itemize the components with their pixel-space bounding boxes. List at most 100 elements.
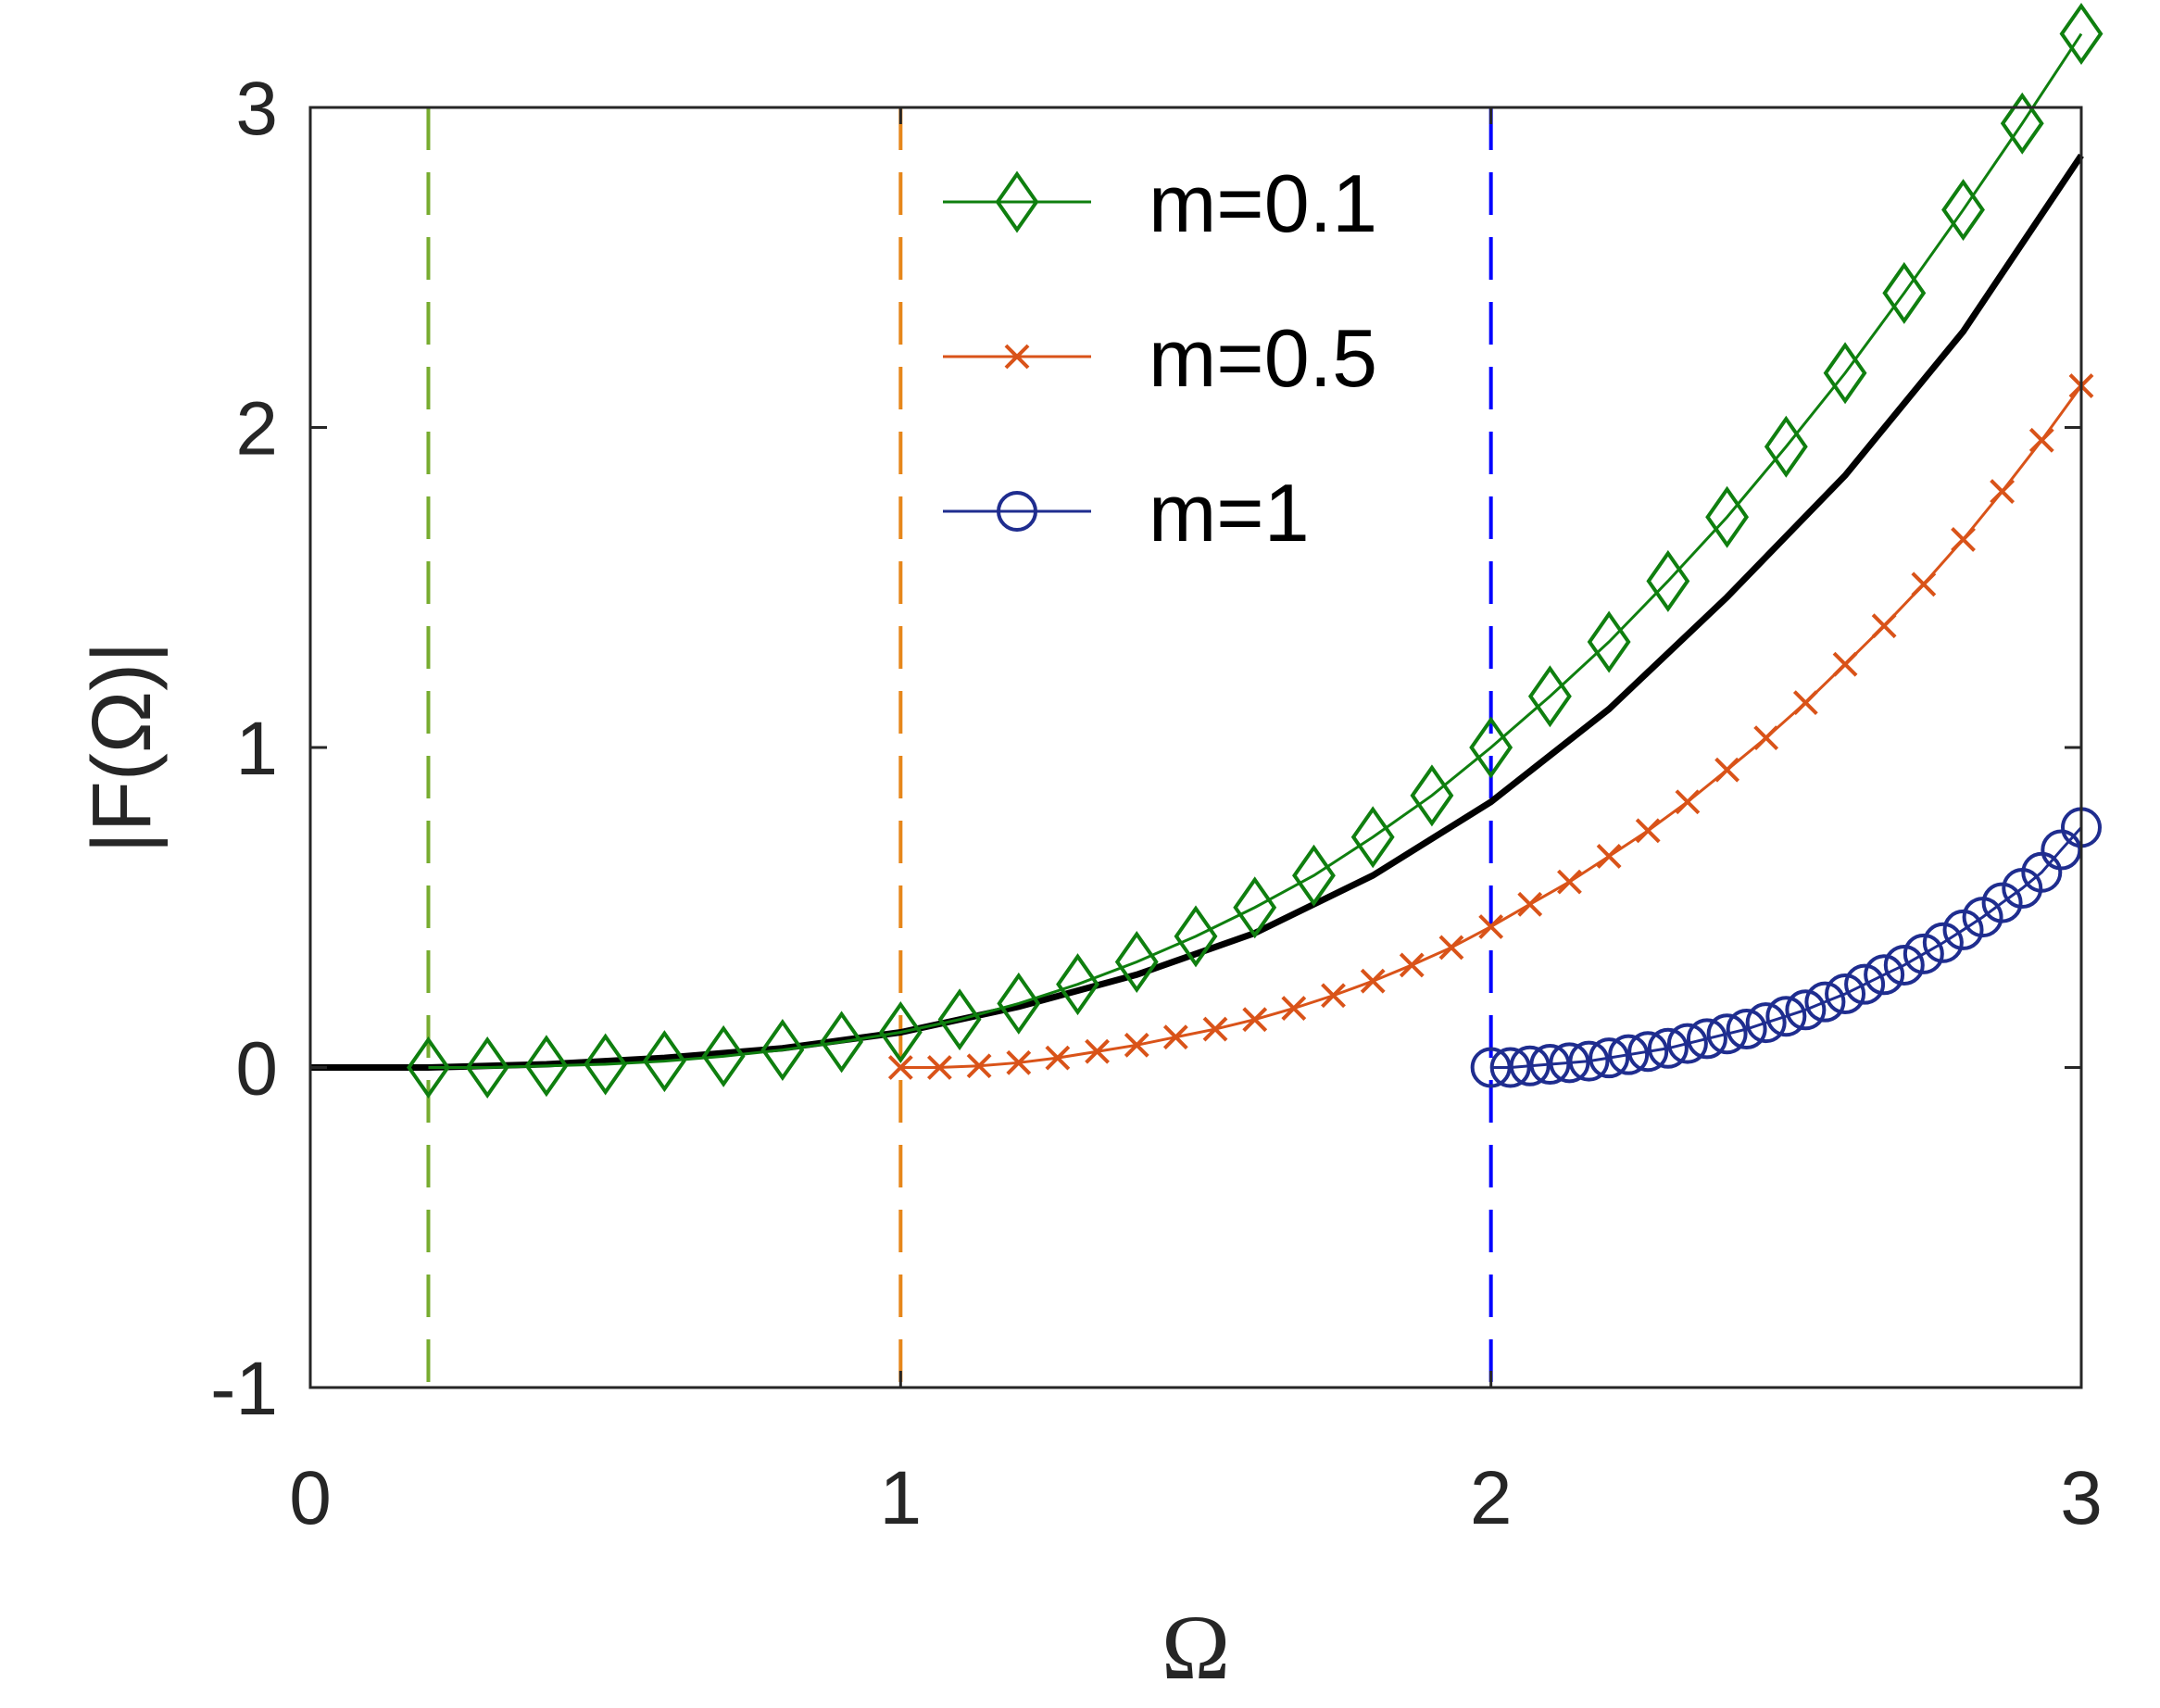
y-axis-label: |F(Ω)|	[76, 642, 169, 854]
data-point	[760, 1019, 805, 1081]
data-point	[887, 1055, 913, 1080]
data-point	[1647, 1027, 1689, 1069]
legend-marker	[1004, 344, 1030, 370]
data-point	[1085, 1038, 1110, 1064]
data-point	[1549, 1042, 1590, 1084]
data-point	[1589, 1037, 1630, 1079]
data-point	[1990, 479, 2016, 505]
data-point	[1883, 944, 1925, 986]
data-point	[1832, 651, 1858, 677]
y-tick-label: -1	[210, 1347, 278, 1431]
data-point	[1056, 953, 1099, 1016]
data-point	[1568, 1040, 1610, 1082]
x-tick-label: 0	[289, 1456, 332, 1540]
data-point	[524, 1035, 569, 1098]
data-point	[1764, 415, 1808, 478]
data-point	[1951, 527, 1976, 552]
x-tick-label: 3	[2060, 1456, 2103, 1540]
data-point	[997, 972, 1041, 1035]
data-point	[1233, 876, 1277, 939]
data-point	[1517, 891, 1543, 917]
data-point	[1941, 179, 1985, 242]
data-point	[1765, 996, 1807, 1037]
data-point	[1686, 1018, 1727, 1060]
data-point	[1045, 1045, 1071, 1071]
data-point	[1509, 1045, 1551, 1086]
data-point	[2041, 829, 2082, 871]
data-point	[966, 1053, 992, 1079]
legend-marker	[997, 491, 1037, 532]
vertical-guide-lines	[426, 107, 1493, 1388]
data-point	[1666, 1023, 1708, 1064]
data-point	[1911, 571, 1937, 597]
data-point	[1557, 869, 1582, 895]
legend-marker	[995, 170, 1039, 233]
data-point	[1675, 789, 1701, 815]
data-point	[1242, 1007, 1268, 1033]
data-point	[878, 1001, 923, 1063]
data-point	[1399, 952, 1425, 978]
data-point	[820, 1011, 864, 1074]
data-point	[1608, 1034, 1650, 1075]
data-point	[1360, 968, 1386, 994]
legend-label: m=0.1	[1149, 157, 1377, 249]
data-point	[1627, 1031, 1669, 1073]
data-point	[1825, 973, 1866, 1015]
data-point	[584, 1033, 628, 1096]
data-point	[1350, 806, 1395, 869]
y-tick-label: 2	[235, 387, 278, 471]
data-point	[1292, 844, 1336, 907]
data-point	[1438, 935, 1464, 961]
data-point	[1489, 1047, 1531, 1088]
data-point	[2028, 427, 2054, 453]
data-point	[1202, 1016, 1228, 1042]
data-point	[1871, 613, 1897, 639]
data-point	[1162, 1024, 1188, 1050]
plot-frame	[308, 106, 2083, 1389]
x-tick-label: 2	[1470, 1456, 1513, 1540]
data-point	[701, 1024, 746, 1087]
data-point	[1006, 1049, 1032, 1075]
data-point	[1792, 690, 1818, 716]
data-point	[1321, 983, 1346, 1009]
data-point	[1864, 954, 1905, 996]
data-point	[937, 988, 982, 1051]
y-tick-label: 0	[235, 1027, 278, 1111]
data-point	[1470, 1047, 1512, 1088]
y-tick-label: 1	[235, 707, 278, 791]
data-point	[1785, 989, 1827, 1031]
data-point	[465, 1036, 509, 1099]
data-point	[1745, 1002, 1787, 1044]
legend-label: m=1	[1149, 467, 1310, 559]
legend-label: m=0.5	[1149, 312, 1377, 404]
data-point	[1124, 1032, 1149, 1058]
data-point	[642, 1030, 686, 1093]
data-point	[1753, 725, 1779, 751]
data-point	[1114, 930, 1159, 993]
data-point	[1635, 818, 1661, 844]
data-point	[1726, 1009, 1767, 1050]
data-point	[1903, 933, 1944, 974]
x-tick-label: 1	[880, 1456, 923, 1540]
data-point	[407, 1036, 450, 1099]
data-point	[1705, 485, 1750, 548]
data-point	[1714, 757, 1740, 783]
data-point	[1596, 844, 1622, 869]
data-point	[1410, 764, 1454, 827]
data-point	[1844, 963, 1886, 1005]
data-point	[1174, 905, 1218, 968]
data-point	[1981, 882, 2023, 923]
data-point	[1804, 981, 1846, 1023]
data-point	[1529, 1044, 1571, 1086]
data-point	[1706, 1013, 1748, 1055]
x-axis-label: Ω	[1162, 1596, 1230, 1699]
legend: m=0.1 m=0.5 m=1	[943, 157, 1377, 559]
data-point	[1587, 610, 1631, 673]
y-tick-label: 3	[235, 67, 278, 151]
data-point	[2000, 92, 2044, 155]
reference-curve	[310, 153, 2084, 1071]
data-point	[926, 1055, 952, 1080]
data-point	[1527, 665, 1572, 728]
data-point	[2059, 3, 2103, 66]
